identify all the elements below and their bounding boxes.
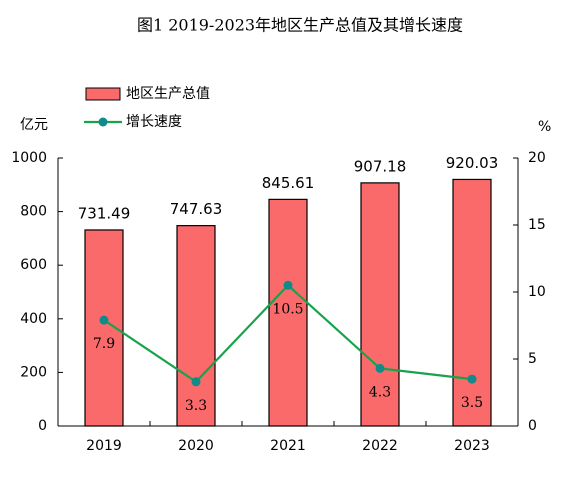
y2-axis-label: % <box>538 119 551 135</box>
bar-value-label: 920.03 <box>446 154 499 172</box>
y2-tick-label: 5 <box>528 351 537 367</box>
bar-value-label: 907.18 <box>354 157 407 175</box>
y2-tick-label: 20 <box>528 150 546 166</box>
line-marker <box>191 377 201 387</box>
y-tick-label: 400 <box>20 311 47 327</box>
bar-value-label: 845.61 <box>262 174 315 192</box>
y-tick-label: 0 <box>38 418 47 434</box>
line-marker <box>375 363 385 373</box>
bar <box>360 182 400 427</box>
line-marker <box>99 315 109 325</box>
legend-swatch <box>85 87 121 101</box>
line-value-label: 7.9 <box>93 336 115 352</box>
x-tick-label: 2022 <box>362 438 398 454</box>
line-value-label: 3.5 <box>461 395 483 411</box>
chart-title: 图1 2019-2023年地区生产总值及其增长速度 <box>137 16 463 35</box>
line-value-label: 10.5 <box>272 301 303 317</box>
bar <box>176 225 216 427</box>
y2-tick-label: 0 <box>528 418 537 434</box>
y2-tick-label: 15 <box>528 217 546 233</box>
line-marker <box>467 374 477 384</box>
line-marker <box>283 280 293 290</box>
x-tick-label: 2021 <box>270 438 306 454</box>
x-tick-label: 2019 <box>86 438 122 454</box>
line-value-label: 4.3 <box>369 384 391 400</box>
y-tick-label: 600 <box>20 257 47 273</box>
bar <box>452 178 492 427</box>
legend-label: 增长速度 <box>126 114 182 130</box>
legend-label: 地区生产总值 <box>126 86 210 102</box>
x-tick-label: 2020 <box>178 438 214 454</box>
x-tick-label: 2023 <box>454 438 490 454</box>
y-tick-label: 200 <box>20 364 47 380</box>
y-axis-label: 亿元 <box>20 117 48 133</box>
bar-value-label: 747.63 <box>170 200 223 218</box>
line-value-label: 3.3 <box>185 398 207 414</box>
y2-tick-label: 10 <box>528 284 546 300</box>
y-tick-label: 800 <box>20 204 47 220</box>
legend-marker <box>98 117 108 127</box>
bar-value-label: 731.49 <box>78 204 131 222</box>
y-tick-label: 1000 <box>11 150 47 166</box>
bar <box>268 198 308 427</box>
